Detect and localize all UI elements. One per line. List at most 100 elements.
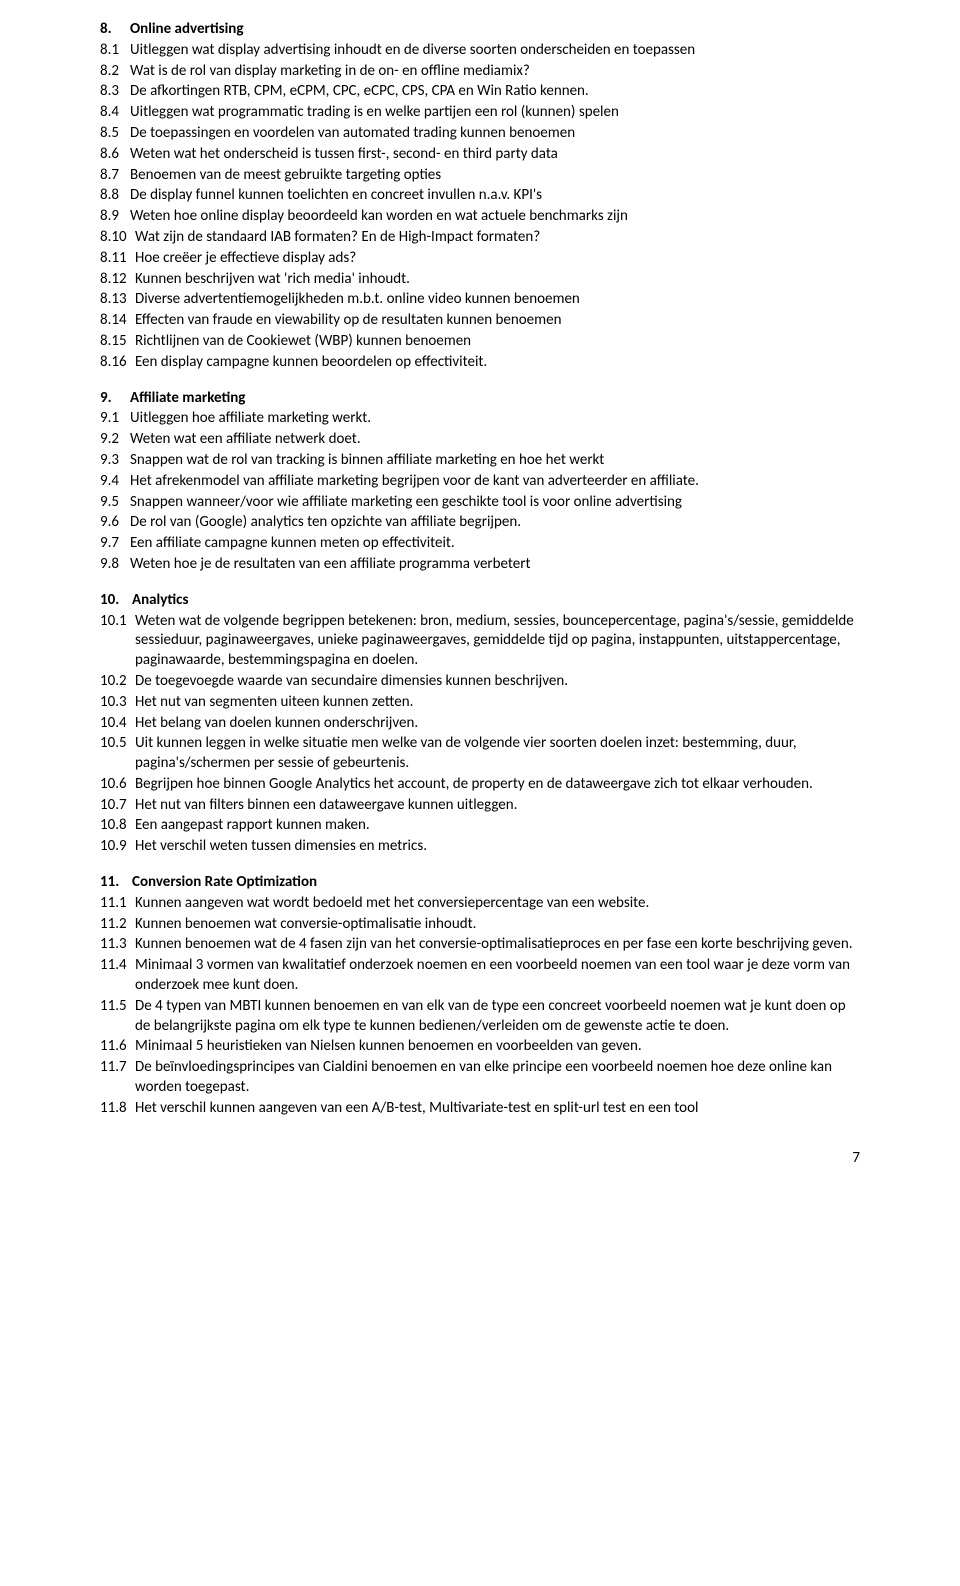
item-number: 11.8	[100, 1099, 135, 1119]
item-text: Benoemen van de meest gebruikte targetin…	[130, 166, 860, 186]
list-item: 9.7Een affiliate campagne kunnen meten o…	[100, 534, 860, 554]
item-text: De toepassingen en voordelen van automat…	[130, 124, 860, 144]
section-heading: 9.Affiliate marketing	[100, 389, 860, 409]
item-number: 10.5	[100, 734, 135, 754]
list-item: 9.1Uitleggen hoe affiliate marketing wer…	[100, 409, 860, 429]
item-number: 10.4	[100, 714, 135, 734]
list-item: 8.2Wat is de rol van display marketing i…	[100, 62, 860, 82]
list-item: 11.4Minimaal 3 vormen van kwalitatief on…	[100, 956, 860, 996]
item-text: Richtlijnen van de Cookiewet (WBP) kunne…	[135, 332, 860, 352]
section: 10.Analytics10.1Weten wat de volgende be…	[100, 591, 860, 857]
section-title: Analytics	[132, 591, 188, 611]
item-text: Het verschil weten tussen dimensies en m…	[135, 837, 860, 857]
list-item: 9.6De rol van (Google) analytics ten opz…	[100, 513, 860, 533]
item-text: Een aangepast rapport kunnen maken.	[135, 816, 860, 836]
section-title: Online advertising	[130, 20, 243, 40]
list-item: 8.7Benoemen van de meest gebruikte targe…	[100, 166, 860, 186]
item-number: 11.3	[100, 935, 135, 955]
list-item: 8.9Weten hoe online display beoordeeld k…	[100, 207, 860, 227]
list-item: 8.13Diverse advertentiemogelijkheden m.b…	[100, 290, 860, 310]
item-number: 10.3	[100, 693, 135, 713]
item-text: De rol van (Google) analytics ten opzich…	[130, 513, 860, 533]
list-item: 10.7Het nut van filters binnen een dataw…	[100, 796, 860, 816]
item-number: 8.11	[100, 249, 135, 269]
item-number: 11.6	[100, 1037, 135, 1057]
item-text: Effecten van fraude en viewability op de…	[135, 311, 860, 331]
list-item: 8.1Uitleggen wat display advertising inh…	[100, 41, 860, 61]
section-number: 10.	[100, 591, 132, 611]
list-item: 10.3Het nut van segmenten uiteen kunnen …	[100, 693, 860, 713]
item-number: 8.3	[100, 82, 130, 102]
item-number: 8.15	[100, 332, 135, 352]
item-number: 10.1	[100, 612, 135, 632]
list-item: 8.11Hoe creëer je effectieve display ads…	[100, 249, 860, 269]
list-item: 9.3Snappen wat de rol van tracking is bi…	[100, 451, 860, 471]
item-text: Weten wat het onderscheid is tussen firs…	[130, 145, 860, 165]
section-heading: 8.Online advertising	[100, 20, 860, 40]
item-number: 8.13	[100, 290, 135, 310]
item-number: 8.2	[100, 62, 130, 82]
item-number: 8.12	[100, 270, 135, 290]
list-item: 10.8Een aangepast rapport kunnen maken.	[100, 816, 860, 836]
item-text: Snappen wat de rol van tracking is binne…	[130, 451, 860, 471]
item-text: Uit kunnen leggen in welke situatie men …	[135, 734, 860, 774]
list-item: 9.2Weten wat een affiliate netwerk doet.	[100, 430, 860, 450]
item-number: 9.4	[100, 472, 130, 492]
item-number: 10.7	[100, 796, 135, 816]
item-text: Kunnen beschrijven wat 'rich media' inho…	[135, 270, 860, 290]
section-number: 11.	[100, 873, 132, 893]
item-text: Uitleggen wat programmatic trading is en…	[130, 103, 860, 123]
item-text: Weten hoe je de resultaten van een affil…	[130, 555, 860, 575]
document-body: 8.Online advertising8.1Uitleggen wat dis…	[100, 20, 860, 1119]
item-text: Diverse advertentiemogelijkheden m.b.t. …	[135, 290, 860, 310]
section: 9.Affiliate marketing9.1Uitleggen hoe af…	[100, 389, 860, 575]
item-number: 10.2	[100, 672, 135, 692]
item-text: Wat zijn de standaard IAB formaten? En d…	[135, 228, 860, 248]
item-text: Weten wat een affiliate netwerk doet.	[130, 430, 860, 450]
item-text: Uitleggen wat display advertising inhoud…	[130, 41, 860, 61]
item-number: 11.4	[100, 956, 135, 976]
list-item: 10.9Het verschil weten tussen dimensies …	[100, 837, 860, 857]
item-number: 11.2	[100, 915, 135, 935]
item-text: Het nut van filters binnen een dataweerg…	[135, 796, 860, 816]
item-text: Het verschil kunnen aangeven van een A/B…	[135, 1099, 860, 1119]
list-item: 8.16Een display campagne kunnen beoordel…	[100, 353, 860, 373]
item-number: 8.7	[100, 166, 130, 186]
item-number: 9.7	[100, 534, 130, 554]
section-title: Conversion Rate Optimization	[132, 873, 317, 893]
item-number: 8.1	[100, 41, 130, 61]
section-number: 9.	[100, 389, 130, 409]
item-text: Wat is de rol van display marketing in d…	[130, 62, 860, 82]
section-title: Affiliate marketing	[130, 389, 245, 409]
item-number: 10.6	[100, 775, 135, 795]
list-item: 9.8Weten hoe je de resultaten van een af…	[100, 555, 860, 575]
item-number: 10.8	[100, 816, 135, 836]
item-text: De 4 typen van MBTI kunnen benoemen en v…	[135, 997, 860, 1037]
list-item: 8.10Wat zijn de standaard IAB formaten? …	[100, 228, 860, 248]
list-item: 9.5Snappen wanneer/voor wie affiliate ma…	[100, 493, 860, 513]
item-text: Minimaal 5 heuristieken van Nielsen kunn…	[135, 1037, 860, 1057]
list-item: 8.14Effecten van fraude en viewability o…	[100, 311, 860, 331]
item-number: 10.9	[100, 837, 135, 857]
list-item: 10.1Weten wat de volgende begrippen bete…	[100, 612, 860, 671]
item-number: 8.10	[100, 228, 135, 248]
item-text: Weten wat de volgende begrippen betekene…	[135, 612, 860, 671]
item-number: 11.5	[100, 997, 135, 1017]
list-item: 11.6Minimaal 5 heuristieken van Nielsen …	[100, 1037, 860, 1057]
item-text: Begrijpen hoe binnen Google Analytics he…	[135, 775, 860, 795]
list-item: 8.8De display funnel kunnen toelichten e…	[100, 186, 860, 206]
item-text: Het belang van doelen kunnen onderschrij…	[135, 714, 860, 734]
item-number: 9.6	[100, 513, 130, 533]
item-number: 9.3	[100, 451, 130, 471]
section-heading: 10.Analytics	[100, 591, 860, 611]
section: 11.Conversion Rate Optimization11.1Kunne…	[100, 873, 860, 1119]
list-item: 11.8Het verschil kunnen aangeven van een…	[100, 1099, 860, 1119]
list-item: 11.2Kunnen benoemen wat conversie-optima…	[100, 915, 860, 935]
item-number: 9.8	[100, 555, 130, 575]
item-text: Kunnen aangeven wat wordt bedoeld met he…	[135, 894, 860, 914]
item-text: Een affiliate campagne kunnen meten op e…	[130, 534, 860, 554]
item-text: De afkortingen RTB, CPM, eCPM, CPC, eCPC…	[130, 82, 860, 102]
list-item: 11.7De beïnvloedingsprincipes van Cialdi…	[100, 1058, 860, 1098]
item-text: Minimaal 3 vormen van kwalitatief onderz…	[135, 956, 860, 996]
list-item: 10.5Uit kunnen leggen in welke situatie …	[100, 734, 860, 774]
